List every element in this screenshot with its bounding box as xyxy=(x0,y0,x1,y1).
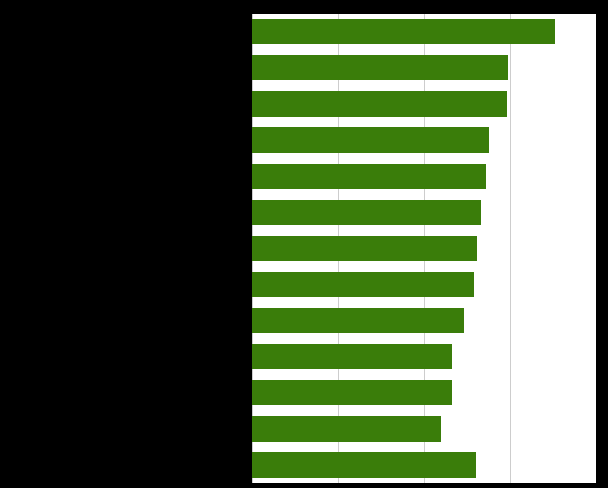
Bar xyxy=(252,92,506,117)
Bar xyxy=(252,56,508,81)
Bar xyxy=(252,381,452,406)
Bar xyxy=(252,236,477,262)
Bar xyxy=(252,272,474,298)
Bar xyxy=(252,164,486,189)
Bar xyxy=(252,20,554,45)
Bar xyxy=(252,308,463,334)
Bar xyxy=(252,345,452,369)
Bar xyxy=(252,200,481,225)
Bar xyxy=(252,416,441,442)
Bar xyxy=(252,452,475,478)
Bar xyxy=(252,128,489,153)
